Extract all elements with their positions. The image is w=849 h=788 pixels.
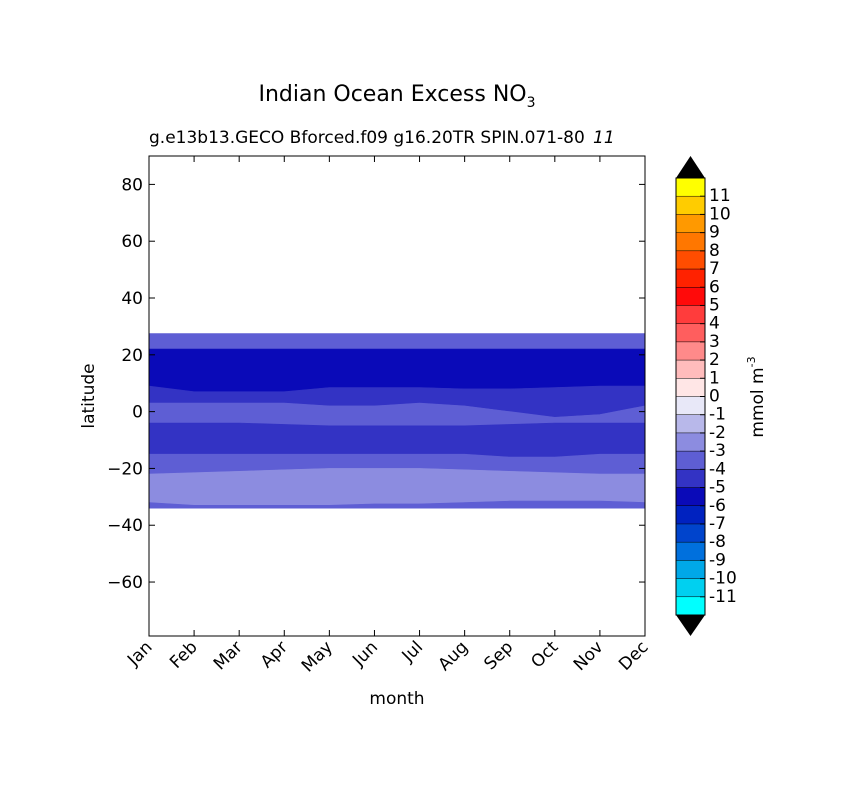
colorbar-swatch — [676, 360, 705, 379]
colorbar-swatch — [676, 232, 705, 252]
y-axis-label: latitude — [79, 363, 99, 428]
x-tick-label: Dec — [615, 637, 652, 674]
colorbar-swatch — [676, 432, 705, 452]
colorbar-label: mmol m-3 — [745, 356, 768, 437]
x-axis-label: month — [369, 689, 424, 709]
y-tick-label: 60 — [121, 232, 143, 252]
colorbar-swatch — [676, 542, 705, 561]
colorbar-tick-label: -11 — [709, 587, 737, 607]
colorbar-tick-label: -9 — [709, 550, 726, 570]
colorbar-tick-label: 6 — [709, 277, 720, 297]
colorbar-swatch — [676, 578, 705, 598]
colorbar-tick-label: -3 — [709, 441, 726, 461]
colorbar-swatch — [676, 214, 705, 234]
colorbar-swatch — [676, 396, 705, 416]
colorbar-swatch — [676, 378, 705, 397]
plot-frame — [148, 155, 646, 637]
chart-title-main: Indian Ocean Excess NO — [258, 82, 526, 107]
x-tick-label: Jan — [123, 637, 156, 670]
colorbar-swatch — [676, 341, 705, 361]
y-tick-label: 40 — [121, 289, 143, 309]
chart-subtitle-overlay: 11 — [593, 128, 615, 148]
colorbar-extend-top — [676, 156, 705, 178]
colorbar-swatch — [676, 523, 705, 543]
colorbar-tick-label: 7 — [709, 259, 720, 279]
colorbar-tick-label: 2 — [709, 350, 720, 370]
chart-title: Indian Ocean Excess NO3 — [258, 82, 535, 111]
colorbar-tick-label: 8 — [709, 241, 720, 261]
colorbar-swatch — [676, 469, 705, 488]
colorbar-tick-label: -1 — [709, 405, 726, 425]
colorbar-swatch — [676, 178, 705, 197]
plot-area — [148, 333, 646, 509]
x-tick-label: Jul — [398, 637, 427, 666]
chart-subtitle: g.e13b13.GECO Bforced.f09 g16.20TR SPIN.… — [149, 128, 585, 148]
x-tick-label: Oct — [527, 637, 562, 672]
contour-band-0 — [148, 333, 646, 350]
colorbar-tick-label: 5 — [709, 295, 720, 315]
y-tick-label: −60 — [107, 573, 143, 593]
colorbar-tick-label: 0 — [709, 387, 720, 407]
colorbar-label-main: mmol m — [748, 367, 768, 437]
colorbar-tick-label: 1 — [709, 368, 720, 388]
x-tick-label: Jun — [348, 637, 382, 671]
colorbar-swatch — [676, 269, 705, 288]
y-tick-label: −40 — [107, 516, 143, 536]
colorbar-tick-label: 11 — [709, 186, 731, 206]
y-tick-label: 20 — [121, 346, 143, 366]
colorbar-tick-label: -4 — [709, 459, 726, 479]
colorbar-label-sup: -3 — [745, 356, 758, 367]
colorbar-extend-bottom — [676, 615, 705, 636]
colorbar-tick-label: -8 — [709, 532, 726, 552]
x-tick-label: May — [298, 637, 337, 676]
colorbar-swatch — [676, 287, 705, 306]
y-tick-label: −20 — [107, 459, 143, 479]
colorbar-tick-label: 9 — [709, 223, 720, 243]
y-tick-label: 0 — [132, 403, 143, 423]
colorbar-tick-label: -2 — [709, 423, 726, 443]
x-tick-label: Aug — [435, 637, 473, 675]
colorbar-tick-label: 10 — [709, 204, 731, 224]
colorbar-swatch — [676, 487, 705, 507]
colorbar-swatch — [676, 451, 705, 470]
x-tick-label: Apr — [257, 637, 292, 672]
colorbar-swatch — [676, 323, 705, 343]
colorbar-tick-label: 4 — [709, 314, 720, 334]
colorbar-tick-label: -5 — [709, 478, 726, 498]
contour-band-4 — [148, 422, 646, 458]
colorbar-tick-label: -6 — [709, 496, 726, 516]
x-tick-label: Feb — [166, 637, 201, 672]
chart-title-subscript: 3 — [527, 95, 536, 111]
colorbar-tick-label: 3 — [709, 332, 720, 352]
colorbar-swatch — [676, 560, 705, 579]
colorbar-swatch — [676, 196, 705, 215]
colorbar-swatch — [676, 250, 705, 270]
x-tick-label: Mar — [210, 637, 247, 674]
x-tick-label: Nov — [570, 637, 608, 675]
colorbar-tick-label: -7 — [709, 514, 726, 534]
colorbar-swatch — [676, 414, 705, 434]
contour-band-1 — [148, 348, 646, 392]
colorbar-swatch — [676, 505, 705, 525]
colorbar-swatch — [676, 596, 705, 616]
colorbar-swatch — [676, 305, 705, 325]
colorbar-tick-label: -10 — [709, 569, 737, 589]
y-axis: 80 60 40 20 0 −20 −40 −60 — [107, 175, 645, 593]
x-tick-label: Sep — [480, 637, 517, 674]
y-tick-label: 80 — [121, 175, 143, 195]
contour-band-6 — [148, 468, 646, 506]
